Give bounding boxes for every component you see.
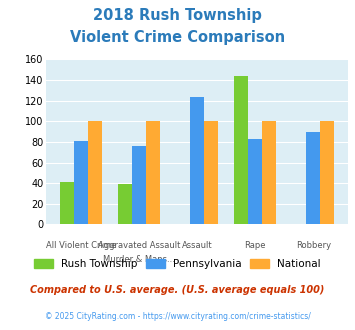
Legend: Rush Township, Pennsylvania, National: Rush Township, Pennsylvania, National bbox=[30, 254, 325, 273]
Text: 2018 Rush Township: 2018 Rush Township bbox=[93, 8, 262, 23]
Text: © 2025 CityRating.com - https://www.cityrating.com/crime-statistics/: © 2025 CityRating.com - https://www.city… bbox=[45, 312, 310, 321]
Bar bbox=[190, 96, 204, 224]
Bar bbox=[262, 121, 276, 224]
Bar bbox=[146, 121, 160, 224]
Bar bbox=[74, 141, 88, 224]
Bar bbox=[320, 121, 334, 224]
Bar bbox=[118, 184, 132, 224]
Bar bbox=[204, 121, 218, 224]
Bar bbox=[248, 139, 262, 224]
Bar bbox=[88, 121, 102, 224]
Bar bbox=[132, 146, 146, 224]
Text: Assault: Assault bbox=[182, 241, 212, 250]
Text: Robbery: Robbery bbox=[296, 241, 331, 250]
Text: Compared to U.S. average. (U.S. average equals 100): Compared to U.S. average. (U.S. average … bbox=[30, 285, 325, 295]
Text: All Violent Crime: All Violent Crime bbox=[46, 241, 116, 250]
Text: Aggravated Assault: Aggravated Assault bbox=[98, 241, 180, 250]
Bar bbox=[60, 182, 74, 224]
Text: Rape: Rape bbox=[244, 241, 266, 250]
Bar bbox=[234, 76, 248, 224]
Bar bbox=[306, 132, 320, 224]
Text: Murder & Mans...: Murder & Mans... bbox=[103, 255, 175, 264]
Text: Violent Crime Comparison: Violent Crime Comparison bbox=[70, 30, 285, 45]
